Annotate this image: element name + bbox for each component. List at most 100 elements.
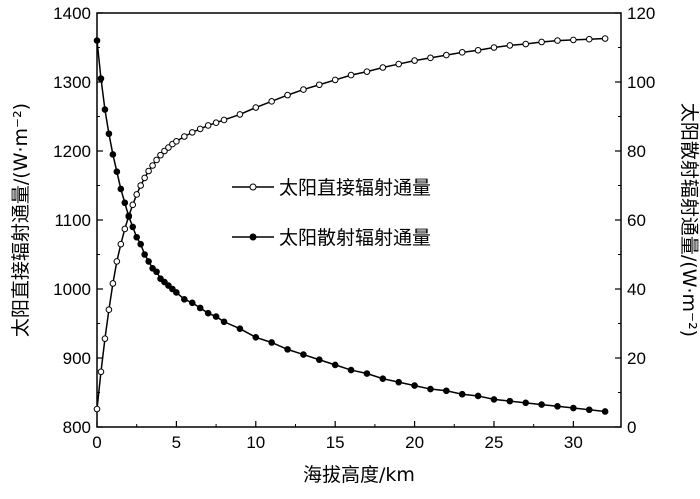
x-tick-label: 5	[172, 433, 181, 452]
series-line-0	[96, 37, 606, 410]
legend-label-direct: 太阳直接辐射通量	[279, 177, 431, 199]
data-point-0	[458, 49, 466, 56]
y-left-tick-label: 1400	[53, 4, 91, 23]
data-point-0	[153, 156, 160, 164]
data-point-1	[427, 385, 434, 393]
data-point-1	[141, 251, 148, 258]
data-point-1	[252, 334, 260, 341]
data-point-0	[101, 335, 109, 342]
data-point-1	[97, 75, 105, 82]
data-point-1	[137, 240, 144, 248]
data-point-0	[157, 151, 164, 159]
data-point-0	[117, 240, 125, 248]
plot-frame	[96, 12, 622, 428]
y-right-tick-label: 40	[627, 280, 646, 299]
data-point-0	[204, 122, 212, 129]
data-point-0	[113, 258, 121, 265]
data-point-1	[570, 404, 577, 412]
data-point-1	[363, 370, 371, 377]
data-point-1	[204, 309, 212, 317]
data-point-0	[411, 57, 418, 64]
data-point-0	[236, 111, 244, 118]
data-point-0	[363, 68, 371, 75]
data-point-1	[181, 296, 188, 303]
data-point-0	[490, 44, 498, 51]
data-point-1	[601, 408, 609, 415]
data-point-1	[300, 351, 307, 358]
data-point-1	[212, 313, 220, 320]
data-point-0	[347, 71, 355, 79]
data-point-1	[379, 375, 387, 383]
data-point-0	[181, 133, 188, 140]
ticks-layer: 0 5 10 15 20 25 30 800 900 1000 1100 1200 1300 1400 0 2…	[53, 4, 655, 452]
data-point-1	[105, 130, 113, 138]
data-point-1	[101, 106, 109, 113]
legend-label-diffuse: 太阳散射辐射通量	[279, 227, 431, 249]
x-tick-label: 30	[564, 433, 583, 452]
data-point-0	[506, 42, 514, 49]
data-point-0	[538, 38, 545, 46]
data-point-1	[458, 390, 466, 398]
y-right-tick-label: 80	[627, 142, 646, 161]
data-point-1	[268, 339, 275, 346]
data-point-1	[474, 392, 482, 400]
data-point-0	[93, 405, 101, 413]
data-point-1	[395, 378, 403, 386]
x-tick-label: 10	[246, 433, 265, 452]
data-point-1	[316, 356, 323, 364]
data-point-0	[443, 51, 450, 59]
data-point-1	[109, 151, 117, 158]
x-tick-label: 25	[485, 433, 504, 452]
data-point-1	[121, 199, 129, 207]
data-point-1	[585, 406, 593, 414]
data-point-0	[141, 174, 148, 182]
data-point-0	[601, 35, 609, 42]
data-point-1	[522, 399, 530, 407]
data-point-1	[554, 403, 561, 410]
data-point-0	[570, 36, 577, 44]
data-point-0	[188, 129, 196, 136]
data-point-1	[93, 37, 101, 44]
data-point-0	[522, 40, 530, 48]
data-point-1	[538, 401, 545, 408]
data-point-0	[284, 91, 291, 99]
data-point-1	[125, 213, 133, 220]
data-point-1	[347, 366, 355, 374]
data-point-0	[196, 125, 204, 133]
data-point-0	[121, 225, 129, 233]
y-left-tick-label: 1100	[54, 211, 91, 230]
y-left-tick-label: 1000	[53, 280, 91, 299]
legend-marker-direct	[249, 183, 257, 191]
data-point-0	[474, 46, 482, 54]
data-point-0	[331, 76, 339, 84]
data-point-0	[268, 98, 275, 105]
y-left-tick-label: 800	[63, 418, 91, 437]
legend-marker-diffuse	[249, 233, 257, 241]
x-axis-title: 海拔高度/km	[303, 464, 415, 486]
data-point-0	[220, 116, 228, 124]
data-point-1	[113, 168, 121, 175]
data-point-1	[117, 185, 125, 193]
data-point-1	[173, 289, 180, 296]
y-left-tick-label: 1300	[53, 73, 91, 92]
data-point-0	[554, 37, 561, 44]
data-point-1	[411, 382, 418, 389]
y-right-tick-label: 120	[627, 4, 655, 23]
x-tick-label: 20	[405, 433, 424, 452]
data-point-0	[109, 280, 117, 287]
y-left-tick-label: 1200	[53, 142, 91, 161]
data-point-1	[188, 299, 196, 307]
left-axis-title: 太阳直接辐射通量/(W·m⁻²)	[10, 103, 32, 337]
data-point-1	[145, 258, 152, 265]
data-point-0	[145, 167, 152, 175]
data-point-0	[316, 81, 323, 89]
data-point-0	[133, 191, 140, 198]
y-right-tick-label: 0	[627, 418, 636, 437]
data-point-1	[133, 233, 140, 241]
data-point-1	[153, 268, 160, 276]
y-right-tick-label: 60	[627, 211, 646, 230]
data-point-1	[236, 325, 244, 332]
data-point-1	[220, 318, 228, 326]
data-point-1	[506, 397, 514, 405]
